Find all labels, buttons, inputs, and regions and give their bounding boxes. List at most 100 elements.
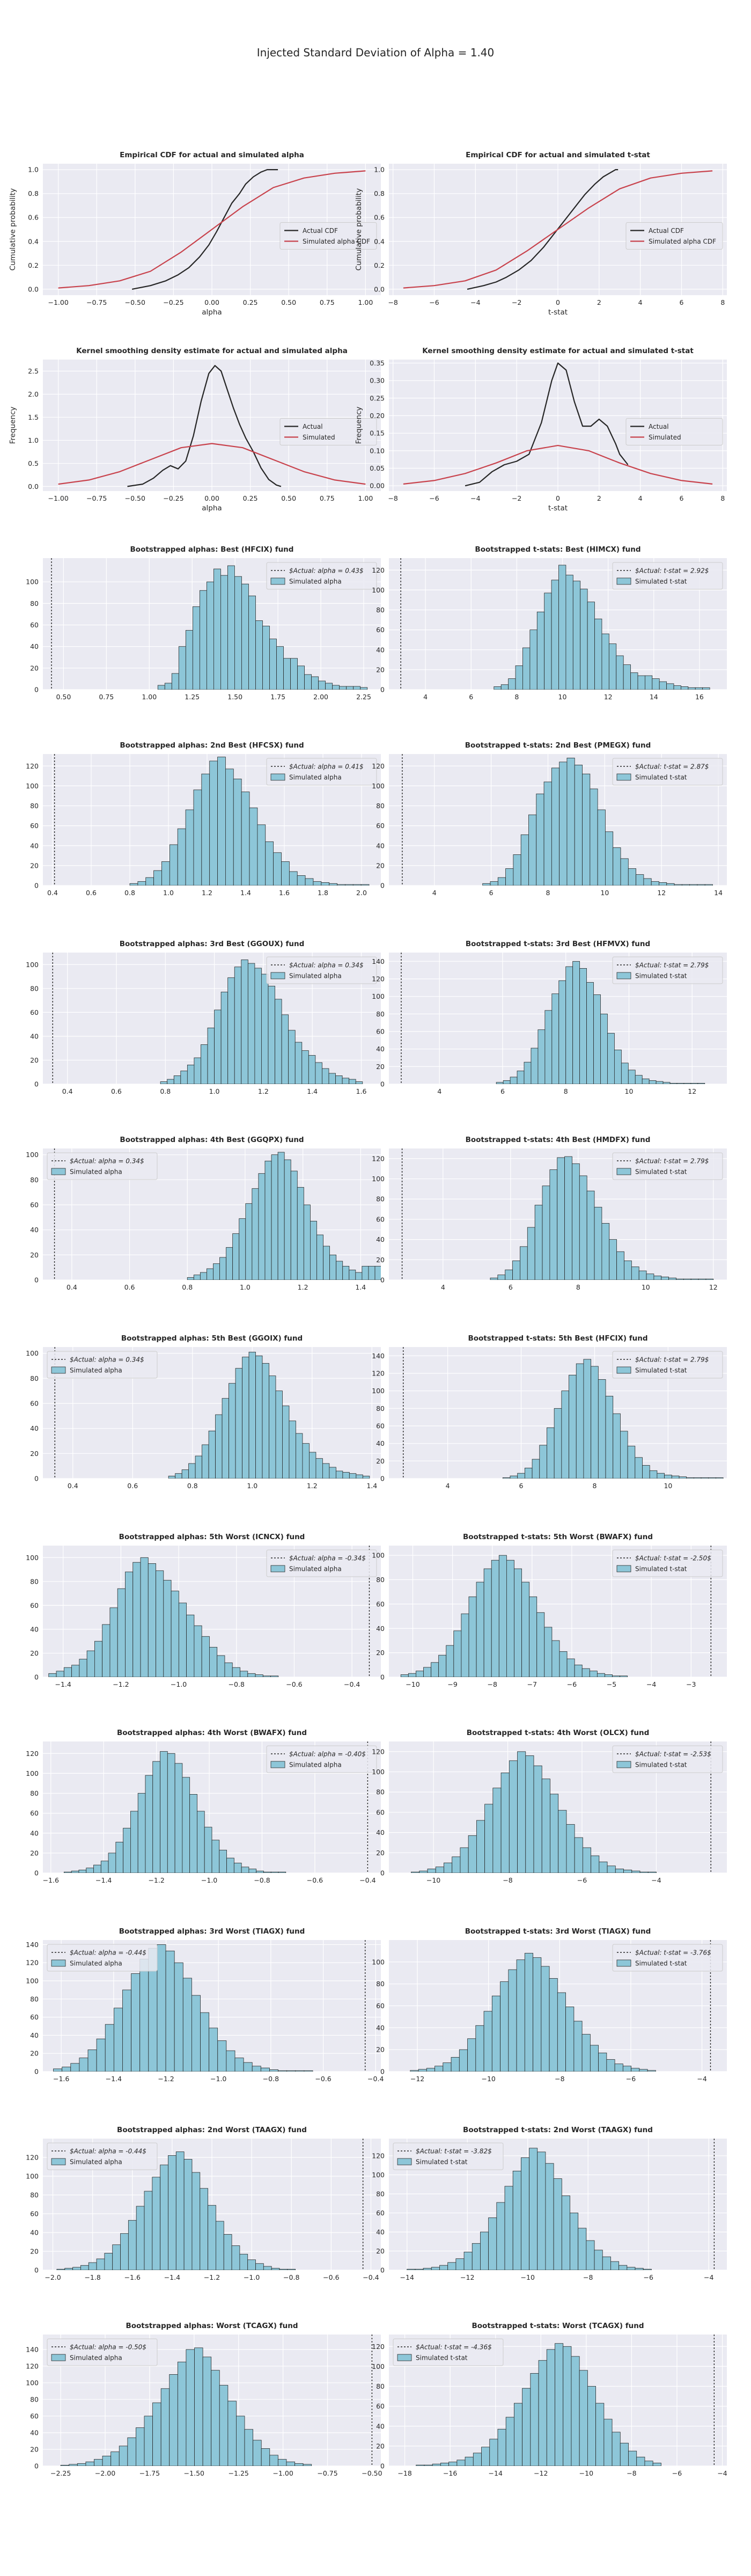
histogram-bar xyxy=(209,1646,218,1677)
histogram-bar xyxy=(362,1475,370,1479)
histogram-bar xyxy=(656,1081,664,1084)
histogram-bar xyxy=(329,883,337,885)
histogram-bar xyxy=(136,2206,145,2270)
x-tick-label: −0.8 xyxy=(283,2273,299,2281)
legend-patch-swatch xyxy=(270,577,285,585)
histogram-bar xyxy=(586,982,594,1084)
y-tick-label: 140 xyxy=(372,957,385,965)
x-tick-label: −6 xyxy=(429,298,439,306)
x-tick-label: 6 xyxy=(489,889,494,897)
histogram-bar xyxy=(642,1465,650,1479)
histogram-bar xyxy=(407,2268,416,2270)
y-tick-label: 100 xyxy=(26,2172,39,2180)
histogram-bar xyxy=(561,2196,570,2270)
histogram-bar xyxy=(224,1662,233,1677)
legend-label: Simulated t-stat xyxy=(635,972,687,980)
histogram-bar xyxy=(353,686,361,690)
y-tick-label: 0 xyxy=(34,1276,39,1284)
x-tick-label: −1.4 xyxy=(95,1876,112,1884)
histogram-bar xyxy=(308,1055,316,1084)
y-tick-label: 80 xyxy=(376,606,385,614)
y-tick-label: 0.10 xyxy=(370,447,385,455)
histogram-bar xyxy=(247,2259,256,2270)
histogram-bar xyxy=(566,758,575,885)
histogram-bar xyxy=(619,2265,628,2270)
histogram-bar xyxy=(475,2025,484,2072)
x-tick-label: 6 xyxy=(509,1283,513,1291)
legend-box xyxy=(47,2338,158,2366)
chart-panel-21: −2.0 −1.8 −1.6 −1.4 −1.2 −1.0 −0.8 −0.6 −0.4 0 20 4… xyxy=(26,2126,381,2281)
y-tick-label: 60 xyxy=(30,1201,39,1209)
histogram-bar xyxy=(524,1062,532,1084)
y-tick-label: 60 xyxy=(376,2402,385,2410)
histogram-bar xyxy=(123,1828,131,1873)
legend-box xyxy=(47,1351,158,1379)
histogram-bar xyxy=(301,1050,309,1084)
histogram-bar xyxy=(465,2456,474,2466)
histogram-bar xyxy=(56,2268,65,2270)
histogram-bar xyxy=(500,684,509,690)
histogram-bar xyxy=(261,974,269,1084)
histogram-bar xyxy=(502,1477,511,1479)
legend-patch-swatch xyxy=(270,972,285,979)
histogram-bar xyxy=(661,1276,669,1280)
legend-label: $Actual: t-stat = 2.92$ xyxy=(635,567,709,575)
histogram-bar xyxy=(297,1187,304,1280)
y-tick-label: 20 xyxy=(376,1649,385,1657)
histogram-bar xyxy=(217,757,226,885)
legend-label: $Actual: alpha = -0.40$ xyxy=(289,1751,366,1758)
histogram-bar xyxy=(620,1431,628,1479)
histogram-bar xyxy=(339,686,347,690)
y-tick-label: 80 xyxy=(30,1789,39,1797)
y-tick-label: 0.0 xyxy=(28,482,39,491)
y-tick-label: 40 xyxy=(30,841,39,850)
histogram-bar xyxy=(194,1625,202,1677)
legend-label: $Actual: alpha = -0.34$ xyxy=(289,1555,366,1562)
histogram-bar xyxy=(536,1612,545,1677)
legend-label: $Actual: t-stat = 2.79$ xyxy=(635,1356,709,1364)
histogram-bar xyxy=(268,985,275,1084)
legend-label: Simulated t-stat xyxy=(635,1367,687,1374)
histogram-bar xyxy=(186,1614,195,1677)
histogram-bar xyxy=(490,881,498,885)
chart-title: Empirical CDF for actual and simulated t… xyxy=(466,151,650,159)
histogram-bar xyxy=(281,1014,289,1084)
histogram-bar xyxy=(225,769,234,885)
legend-label: Simulated alpha xyxy=(289,1761,342,1769)
histogram-bar xyxy=(277,1152,285,1280)
legend-box xyxy=(393,2338,504,2366)
histogram-bar xyxy=(589,1671,598,1677)
data-layer xyxy=(58,365,366,487)
histogram-bar xyxy=(247,1673,256,1677)
histogram-bar xyxy=(181,1469,189,1479)
data-layer xyxy=(53,1940,366,2072)
y-tick-label: 100 xyxy=(26,961,39,969)
histogram-bar xyxy=(287,2268,296,2270)
x-tick-label: 0.8 xyxy=(182,1283,193,1291)
legend: $Actual: t-stat = -3.82$ Simulated t-stat xyxy=(393,2142,504,2170)
x-tick-label: 1.0 xyxy=(163,889,174,897)
x-tick-label: 0.4 xyxy=(62,1087,73,1095)
histogram-bar xyxy=(539,1445,547,1479)
y-tick-label: 20 xyxy=(376,2442,385,2450)
histogram-bar xyxy=(579,1175,587,1280)
legend: $Actual: alpha = 0.43$ Simulated alpha xyxy=(266,562,377,590)
y-tick-label: 40 xyxy=(30,1829,39,1837)
histogram-bar xyxy=(698,1278,706,1280)
histogram-bar xyxy=(69,2464,78,2466)
histogram-bar xyxy=(533,1957,542,2072)
histogram-bar xyxy=(163,1580,172,1677)
histogram-bar xyxy=(144,2416,153,2466)
histogram-bar xyxy=(132,1562,141,1677)
y-tick-label: 0 xyxy=(34,1673,39,1681)
x-tick-label: 2.0 xyxy=(356,889,367,897)
histogram-bar xyxy=(297,665,305,690)
histogram-bar xyxy=(104,2253,113,2270)
histogram-bar xyxy=(80,2265,89,2270)
legend-box xyxy=(266,956,377,984)
y-tick-label: 80 xyxy=(376,2190,385,2198)
histogram-bar xyxy=(597,809,606,885)
histogram-bar xyxy=(505,1269,513,1280)
legend-label: Simulated t-stat xyxy=(635,1565,687,1573)
y-tick-label: 1.5 xyxy=(28,413,39,421)
